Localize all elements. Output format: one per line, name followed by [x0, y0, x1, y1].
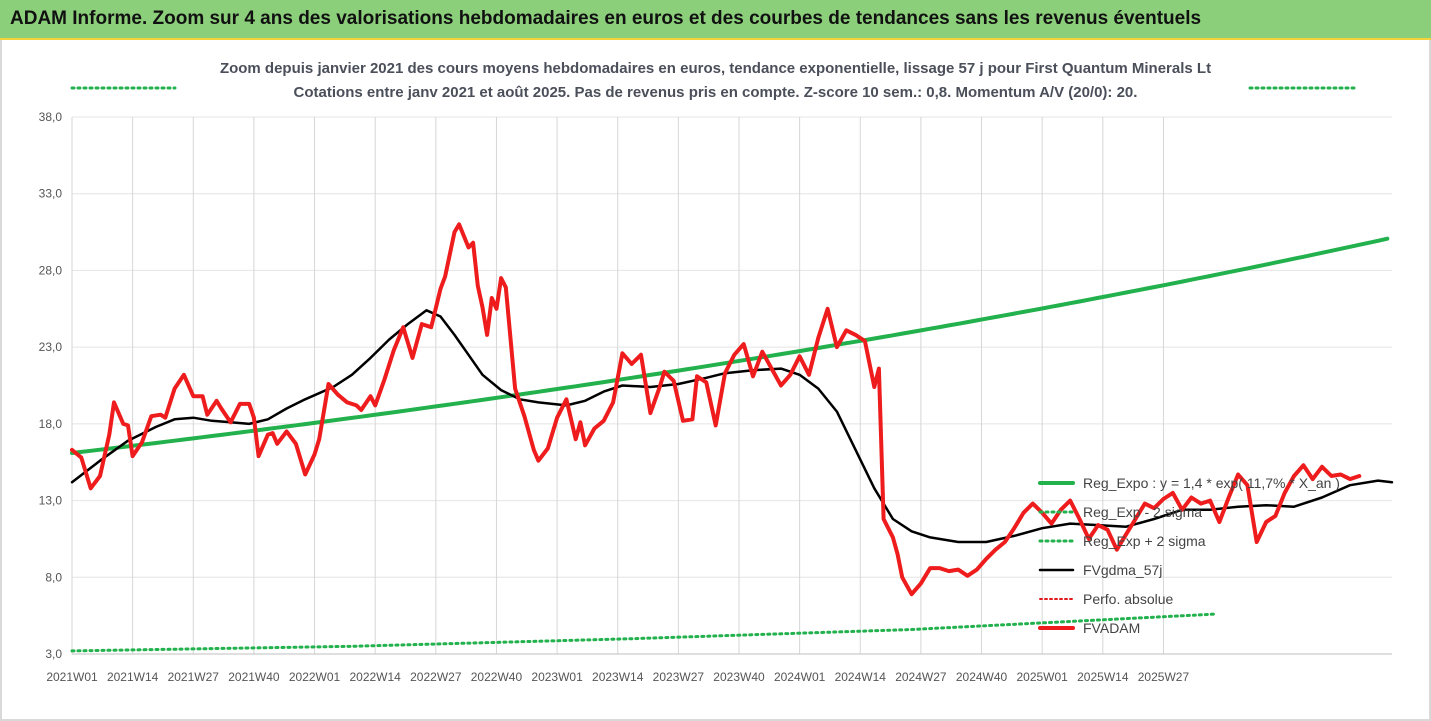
x-tick-label: 2023W40	[713, 670, 765, 684]
x-tick-label: 2024W40	[956, 670, 1008, 684]
y-tick-label: 3,0	[45, 647, 62, 661]
grid-lines	[71, 116, 1392, 655]
chart-title: Zoom depuis janvier 2021 des cours moyen…	[219, 60, 1212, 77]
y-tick-label: 13,0	[39, 494, 63, 508]
x-tick-label: 2024W27	[895, 670, 947, 684]
chart-subtitle: Cotations entre janv 2021 et août 2025. …	[293, 84, 1138, 101]
x-tick-label: 2022W01	[289, 670, 341, 684]
y-tick-label: 38,0	[39, 110, 63, 124]
y-tick-label: 28,0	[39, 263, 63, 277]
report-title: ADAM Informe. Zoom sur 4 ans des valoris…	[10, 8, 1202, 29]
legend-label: FVgdma_57j	[1083, 562, 1162, 578]
legend-label: Reg_Exp - 2 sigma	[1083, 504, 1202, 520]
x-tick-label: 2022W40	[471, 670, 523, 684]
y-tick-label: 23,0	[39, 340, 63, 354]
x-tick-label: 2023W14	[592, 670, 644, 684]
y-axis-ticks: 3,0 8,0 13,0 18,0 23,0 28,0 33,0 38,0	[39, 110, 63, 661]
x-tick-label: 2022W14	[349, 670, 401, 684]
legend-label: Perfo. absolue	[1083, 591, 1173, 607]
legend-label: FVADAM	[1083, 620, 1140, 636]
x-tick-label: 2022W27	[410, 670, 462, 684]
report-header-bar: ADAM Informe. Zoom sur 4 ans des valoris…	[0, 0, 1431, 40]
x-tick-label: 2025W14	[1077, 670, 1129, 684]
series-line-1	[70, 612, 1217, 653]
x-tick-label: 2025W01	[1016, 670, 1068, 684]
x-tick-label: 2023W01	[531, 670, 583, 684]
series-lines	[70, 86, 1394, 653]
chart-frame	[0, 40, 1431, 721]
x-tick-label: 2021W14	[107, 670, 159, 684]
x-tick-label: 2021W01	[46, 670, 98, 684]
x-tick-label: 2021W27	[168, 670, 220, 684]
legend-label: Reg_Exp + 2 sigma	[1083, 533, 1206, 549]
y-tick-label: 33,0	[39, 187, 63, 201]
series-line-5	[70, 222, 1362, 597]
y-tick-label: 18,0	[39, 417, 63, 431]
x-tick-label: 2024W01	[774, 670, 826, 684]
legend-label: Reg_Expo : y = 1,4 * exp( 11,7% * X_an )	[1083, 475, 1340, 491]
x-tick-label: 2025W27	[1138, 670, 1190, 684]
x-tick-label: 2023W27	[653, 670, 705, 684]
x-axis-ticks: 2021W01 2021W14 2021W27 2021W40 2022W01 2022W…	[46, 670, 1189, 684]
chart-legend: Reg_Expo : y = 1,4 * exp( 11,7% * X_an )…	[1038, 475, 1340, 636]
y-tick-label: 8,0	[45, 570, 62, 584]
x-tick-label: 2021W40	[228, 670, 280, 684]
x-tick-label: 2024W14	[835, 670, 887, 684]
